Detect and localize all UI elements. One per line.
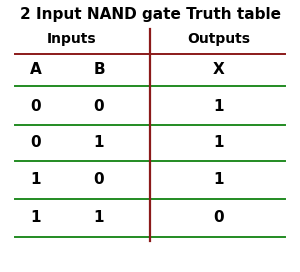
Text: Outputs: Outputs — [188, 32, 250, 47]
Text: 0: 0 — [31, 98, 41, 114]
Text: 1: 1 — [31, 172, 41, 187]
Text: 0: 0 — [31, 135, 41, 150]
Text: 1: 1 — [214, 172, 224, 187]
Text: X: X — [213, 62, 225, 77]
Text: A: A — [30, 62, 42, 77]
Text: 1: 1 — [214, 135, 224, 150]
Text: 1: 1 — [94, 210, 104, 225]
Text: 0: 0 — [214, 210, 224, 225]
Text: 1: 1 — [94, 135, 104, 150]
Text: 0: 0 — [94, 98, 104, 114]
Text: 1: 1 — [214, 98, 224, 114]
Text: 0: 0 — [94, 172, 104, 187]
Text: B: B — [93, 62, 105, 77]
Text: Inputs: Inputs — [47, 32, 97, 47]
Text: 2 Input NAND gate Truth table: 2 Input NAND gate Truth table — [20, 7, 281, 23]
Text: 1: 1 — [31, 210, 41, 225]
